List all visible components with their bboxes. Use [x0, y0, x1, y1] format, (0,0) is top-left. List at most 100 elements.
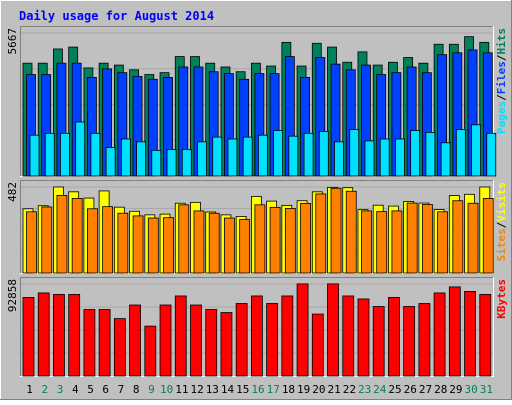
- bar-kbytes-day-27: [418, 303, 431, 377]
- x-tick-label: 9: [148, 383, 155, 396]
- bar-sites-day-19: [300, 203, 311, 274]
- x-tick-label: 21: [328, 383, 341, 396]
- bar-pages-day-26: [410, 130, 421, 177]
- bar-kbytes-day-29: [448, 286, 461, 377]
- x-tick-label: 1: [26, 383, 33, 396]
- bar-pages-day-10: [166, 149, 177, 177]
- bar-sites-day-26: [406, 202, 418, 274]
- x-tick-label: 26: [404, 383, 417, 396]
- bar-pages-day-5: [90, 132, 101, 177]
- legend-item: Hits: [495, 28, 508, 55]
- bar-kbytes-day-8: [129, 304, 141, 377]
- bar-sites-day-16: [254, 204, 266, 274]
- x-tick-label: 6: [102, 383, 109, 396]
- x-tick-label: 3: [57, 383, 64, 396]
- bar-kbytes-day-25: [388, 297, 400, 377]
- bar-pages-day-23: [364, 140, 375, 177]
- bar-pages-day-15: [242, 136, 253, 177]
- series-kbytes: [22, 283, 492, 377]
- legend-item: KBytes: [495, 279, 508, 319]
- x-tick-label: 31: [480, 383, 493, 396]
- bar-sites-day-15: [239, 219, 251, 274]
- bar-sites-day-8: [132, 215, 144, 274]
- bar-kbytes-day-1: [22, 297, 35, 377]
- bar-sites-day-29: [452, 200, 464, 274]
- bar-sites-day-11: [178, 204, 190, 274]
- bar-sites-day-3: [56, 194, 68, 274]
- bar-sites-day-31: [482, 198, 494, 274]
- x-tick-label: 11: [175, 383, 188, 396]
- legend-item: Pages: [495, 101, 508, 134]
- bar-pages-day-16: [257, 134, 268, 177]
- series-sites: [26, 187, 494, 274]
- panel-middle-legend: Sites/Visits: [495, 182, 508, 262]
- bar-kbytes-day-17: [266, 303, 279, 377]
- bar-pages-day-13: [212, 136, 223, 177]
- bar-kbytes-day-16: [250, 295, 263, 377]
- bar-sites-day-6: [102, 206, 114, 274]
- x-tick-label: 19: [297, 383, 310, 396]
- panel-bottom-max-label: 92858: [6, 279, 19, 312]
- bar-sites-day-24: [376, 211, 388, 274]
- bar-pages-day-20: [318, 131, 329, 177]
- bar-sites-day-1: [26, 211, 37, 274]
- bar-kbytes-day-7: [113, 318, 126, 377]
- bar-pages-day-11: [181, 149, 192, 177]
- bar-pages-day-2: [44, 132, 55, 177]
- panel-middle: 482 Sites/Visits: [6, 180, 508, 274]
- x-tick-label: 10: [160, 383, 173, 396]
- x-tick-label: 4: [72, 383, 79, 396]
- bar-kbytes-day-28: [433, 292, 446, 377]
- bar-pages-day-19: [303, 132, 314, 177]
- bar-sites-day-14: [224, 217, 235, 274]
- x-tick-label: 27: [419, 383, 432, 396]
- bar-kbytes-day-12: [190, 304, 202, 377]
- x-tick-label: 25: [388, 383, 401, 396]
- bar-pages-day-6: [105, 147, 116, 177]
- bar-sites-day-25: [391, 210, 403, 274]
- bar-sites-day-4: [71, 198, 83, 274]
- bar-sites-day-9: [147, 217, 159, 274]
- x-tick-label: 18: [282, 383, 295, 396]
- bar-sites-day-23: [361, 210, 372, 274]
- x-tick-label: 24: [373, 383, 387, 396]
- legend-item: /: [495, 94, 508, 101]
- bar-kbytes-day-6: [98, 309, 111, 377]
- bar-sites-day-12: [193, 210, 205, 274]
- x-tick-label: 7: [118, 383, 125, 396]
- x-tick-label: 2: [42, 383, 49, 396]
- panel-top-max-label: 5667: [6, 28, 19, 55]
- bar-pages-day-31: [486, 132, 497, 177]
- bar-pages-day-22: [349, 129, 360, 177]
- bar-pages-day-21: [334, 141, 344, 177]
- bar-sites-day-2: [41, 206, 53, 274]
- bar-kbytes-day-15: [235, 303, 248, 377]
- bar-kbytes-day-19: [296, 283, 309, 377]
- bar-sites-day-10: [163, 217, 174, 274]
- chart-title: Daily usage for August 2014: [19, 9, 214, 23]
- bar-pages-day-3: [60, 132, 70, 177]
- bar-pages-day-25: [395, 138, 405, 177]
- x-tick-label: 28: [434, 383, 447, 396]
- bar-sites-day-18: [284, 208, 296, 274]
- bar-sites-day-27: [421, 204, 433, 274]
- legend-item: Files: [495, 61, 508, 94]
- bar-pages-day-27: [425, 131, 436, 177]
- bar-kbytes-day-10: [159, 304, 172, 377]
- bar-pages-day-4: [75, 121, 86, 177]
- bar-sites-day-17: [269, 206, 281, 274]
- bar-sites-day-7: [117, 212, 129, 274]
- bar-pages-day-9: [151, 149, 162, 177]
- bar-pages-day-29: [455, 129, 466, 177]
- bar-pages-day-17: [273, 130, 284, 177]
- x-tick-label: 17: [267, 383, 280, 396]
- bar-pages-day-8: [136, 141, 146, 177]
- bar-kbytes-day-9: [144, 325, 157, 377]
- legend-item: /: [495, 54, 508, 61]
- panel-bottom-legend: KBytes: [495, 279, 508, 319]
- bar-sites-day-30: [467, 202, 479, 274]
- bar-kbytes-day-31: [479, 294, 492, 377]
- bar-sites-day-13: [208, 212, 220, 274]
